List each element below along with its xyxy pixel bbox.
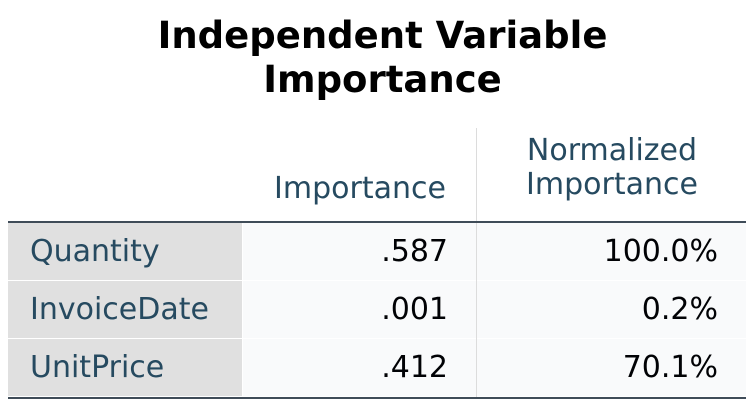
- label-column-divider: [242, 223, 243, 397]
- importance-value: .001: [243, 281, 476, 338]
- normalized-importance-value: 0.2%: [477, 281, 746, 338]
- importance-value: .587: [243, 223, 476, 280]
- row-separator: [8, 280, 746, 281]
- column-header-normalized-importance: Normalized Importance: [478, 134, 746, 202]
- table-row: UnitPrice .412 70.1%: [8, 339, 746, 397]
- table-title-line-1: Independent Variable: [157, 14, 608, 57]
- table-title: Independent Variable Importance: [0, 14, 751, 102]
- normalized-importance-value: 70.1%: [477, 339, 746, 396]
- column-header-normalized-line-2: Importance: [526, 167, 698, 202]
- normalized-importance-value: 100.0%: [477, 223, 746, 280]
- header-rule: [8, 221, 746, 223]
- table-title-line-2: Importance: [263, 58, 502, 101]
- table-row: InvoiceDate .001 0.2%: [8, 281, 746, 339]
- column-header-normalized-line-1: Normalized: [526, 133, 698, 168]
- row-label: InvoiceDate: [8, 281, 242, 338]
- column-header-importance: Importance: [274, 171, 446, 206]
- row-separator: [8, 338, 746, 339]
- header-column-divider: [476, 128, 477, 221]
- row-label: UnitPrice: [8, 339, 242, 396]
- row-label: Quantity: [8, 223, 242, 280]
- table-row: Quantity .587 100.0%: [8, 223, 746, 281]
- importance-value: .412: [243, 339, 476, 396]
- bottom-rule: [8, 397, 746, 399]
- importance-table: Importance Normalized Importance Quantit…: [8, 128, 746, 400]
- value-column-divider: [476, 223, 477, 397]
